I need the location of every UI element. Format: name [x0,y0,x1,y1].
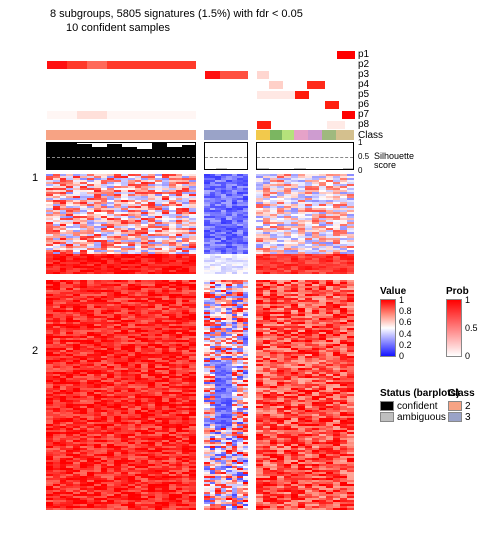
title-line2: 10 confident samples [66,22,303,34]
class-bar-label: Class [358,130,383,141]
row-group-label-1: 1 [32,172,38,184]
plot-title: 8 subgroups, 5805 signatures (1.5%) with… [50,8,303,34]
prob-row-labels: p1p2p3p4p5p6p7p8 [358,50,369,130]
title-line1: 8 subgroups, 5805 signatures (1.5%) with… [50,8,303,20]
plot-area [46,50,354,495]
row-group-label-2: 2 [32,345,38,357]
silhouette-label: Silhouette score [374,152,414,170]
